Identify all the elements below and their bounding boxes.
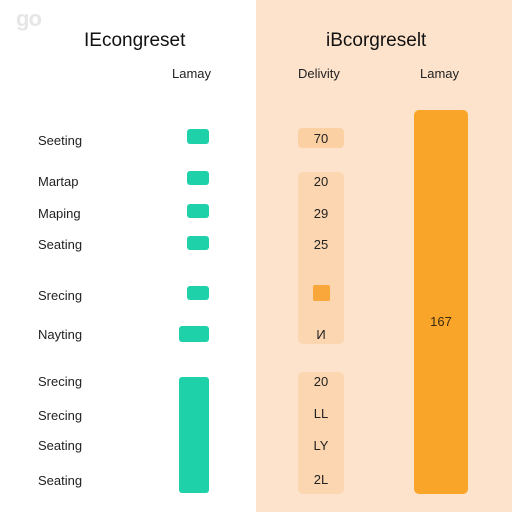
value-cell: И xyxy=(316,327,326,342)
row-label: Nayting xyxy=(38,327,83,342)
row-label: Seeting xyxy=(38,133,83,148)
orange-bar-value: 167 xyxy=(430,314,452,329)
value-cell: LL xyxy=(313,406,329,421)
row-label: Seating xyxy=(38,237,83,252)
right-panel xyxy=(256,0,512,512)
left-panel xyxy=(0,0,256,512)
value-cell: 25 xyxy=(313,237,329,252)
teal-bar xyxy=(187,236,209,250)
value-cell: 70 xyxy=(298,128,344,148)
right-title: iBcorgreselt xyxy=(326,30,427,51)
teal-bar xyxy=(179,326,209,342)
left-column-header: Lamay xyxy=(172,66,212,81)
row-label: Maping xyxy=(38,206,81,221)
row-label: Srecing xyxy=(38,408,83,423)
orange-marker xyxy=(313,285,330,301)
teal-bar xyxy=(187,129,209,144)
teal-bar xyxy=(187,286,209,300)
value-cell: 20 xyxy=(313,174,329,189)
row-label: Seating xyxy=(38,473,83,488)
value-cell: LY xyxy=(313,438,329,453)
row-label: Seating xyxy=(38,438,83,453)
teal-bar xyxy=(187,204,209,218)
value-group-background xyxy=(298,172,344,344)
value-group-background xyxy=(298,372,344,494)
value-cell: 20 xyxy=(313,374,329,389)
value-cell: 2L xyxy=(313,472,329,487)
teal-bar xyxy=(187,171,209,185)
lamay-column-header: Lamay xyxy=(420,66,460,81)
row-label: Martap xyxy=(38,174,79,189)
delivery-column-header: Delivity xyxy=(298,66,340,81)
teal-bar-tall xyxy=(179,377,209,493)
row-label: Srecing xyxy=(38,288,83,303)
left-title: IEcongreset xyxy=(84,30,186,51)
watermark-logo: go xyxy=(16,6,42,31)
row-label: Srecing xyxy=(38,374,83,389)
orange-bar xyxy=(414,110,468,494)
value-cell: 29 xyxy=(313,206,329,221)
